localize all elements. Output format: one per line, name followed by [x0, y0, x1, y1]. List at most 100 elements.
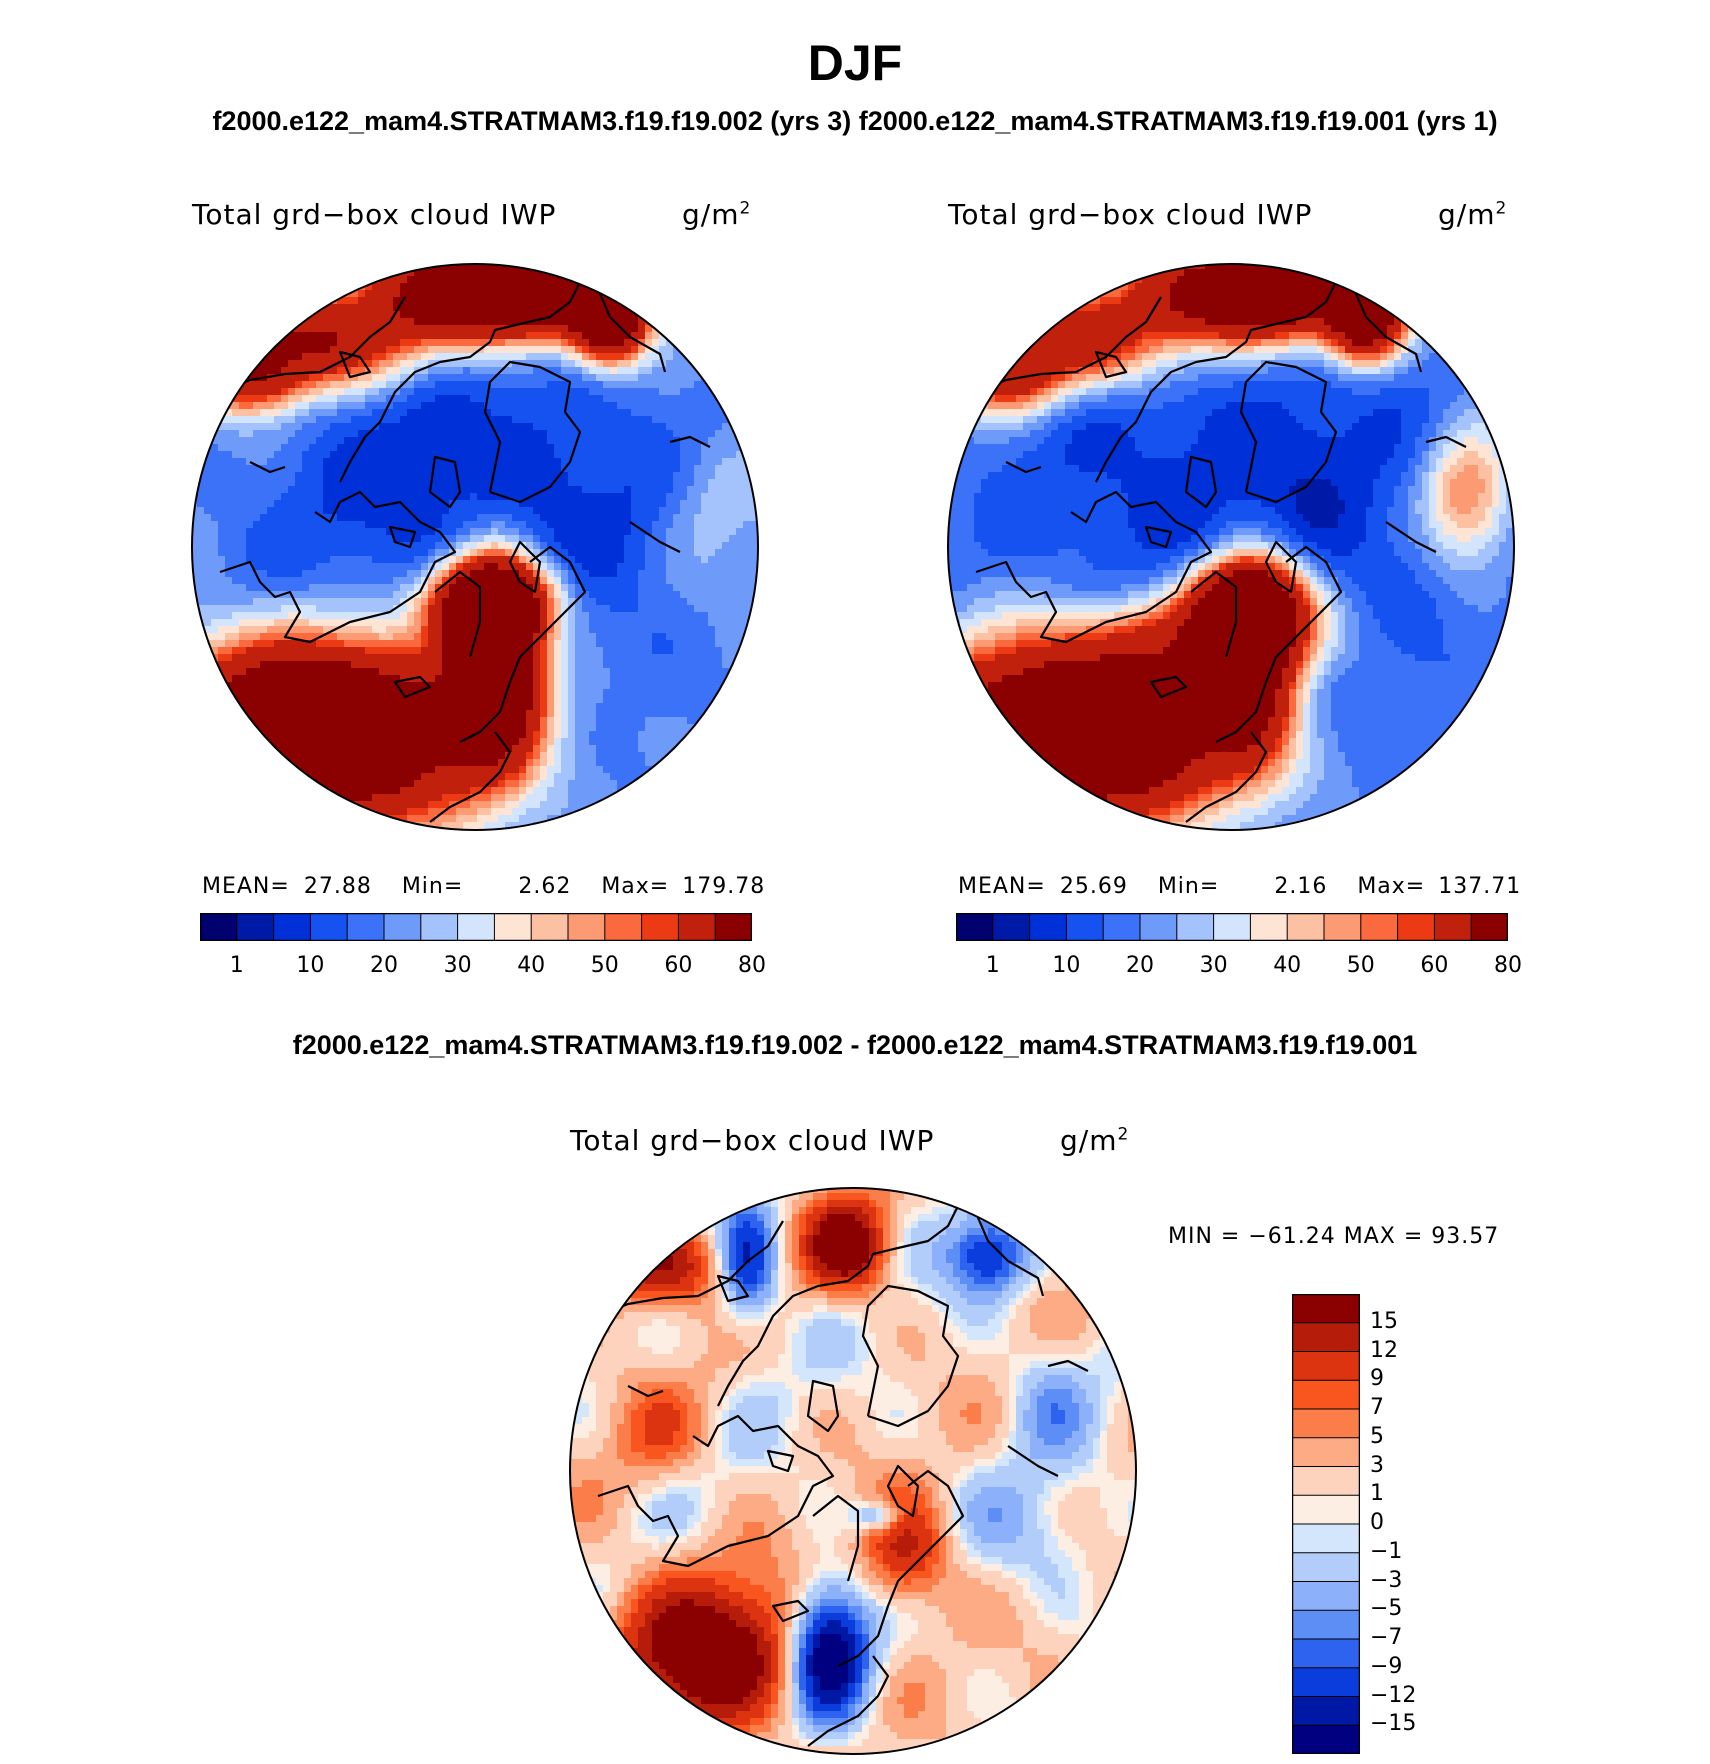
colorbar-tick-label: 3: [1370, 1452, 1384, 1478]
coastline: [597, 1414, 835, 1568]
colorbar-tick-label: 1: [229, 953, 244, 978]
panel2-map: [947, 263, 1515, 831]
colorbar-tick-label: 9: [1370, 1366, 1384, 1392]
colorbar-swatch: [1292, 1638, 1360, 1669]
colorbar-tick-label: 80: [738, 953, 766, 978]
colorbar-tick-label: 0: [1370, 1510, 1384, 1535]
colorbar-swatch: [1292, 1379, 1360, 1410]
panel1-units: g/m2: [682, 198, 751, 231]
figure-title: DJF: [807, 35, 903, 91]
colorbar-tick-label: −12: [1370, 1682, 1417, 1708]
panel3-units-base: g/m: [1060, 1124, 1118, 1157]
coastline: [1094, 350, 1128, 379]
colorbar-tick-label: 60: [1420, 953, 1449, 978]
colorbar-tick-label: 1: [985, 953, 1000, 978]
colorbar-swatch: [1292, 1351, 1360, 1382]
panel3-units-exp: 2: [1117, 1124, 1130, 1145]
map-boundary: [569, 1187, 1137, 1755]
colorbar-tick-label: −3: [1370, 1567, 1403, 1593]
colorbar-swatch: [1433, 913, 1473, 941]
coastline: [339, 271, 586, 483]
colorbar-tick-label: −7: [1370, 1625, 1403, 1650]
colorbar-swatch: [493, 913, 533, 941]
panel2-max-label: Max=: [1357, 874, 1426, 899]
panel2-mean: 25.69: [1059, 874, 1128, 899]
colorbar-swatch: [420, 913, 459, 941]
panel1-title: Total grd−box cloud IWP: [192, 198, 557, 231]
panel2-max: 137.71: [1438, 874, 1522, 899]
coastline: [766, 1449, 795, 1473]
panel2-title: Total grd−box cloud IWP: [948, 198, 1313, 231]
coastline: [975, 490, 1213, 644]
panel1-mean: 27.88: [303, 874, 372, 899]
colorbar-swatch: [309, 913, 349, 941]
colorbar-tick-label: 30: [1199, 953, 1228, 978]
coastline: [338, 350, 372, 379]
coastline: [716, 1274, 750, 1303]
panel2-min: 2.16: [1274, 874, 1328, 899]
panel1-colorbar: [200, 913, 752, 941]
colorbar-swatch: [1102, 913, 1141, 941]
coastline: [980, 296, 1162, 392]
coastline: [807, 1655, 890, 1747]
colorbar-tick-label: 40: [517, 953, 546, 978]
colorbar-swatch: [956, 913, 994, 941]
coastline: [971, 1205, 1045, 1297]
colorbar-swatch: [383, 913, 422, 941]
coastline: [1425, 435, 1467, 448]
panel2-colorbar: [956, 913, 1508, 941]
colorbar-swatch: [1470, 913, 1508, 941]
coastline: [429, 731, 512, 823]
coastline: [483, 360, 582, 504]
panel3-map: [569, 1187, 1137, 1755]
panel1-units-base: g/m: [682, 198, 740, 231]
panel3-minmax: MIN = −61.24 MAX = 93.57: [1168, 1224, 1500, 1249]
colorbar-tick-label: 80: [1494, 953, 1522, 978]
coastline: [602, 1220, 784, 1316]
panel1-max-label: Max=: [601, 874, 670, 899]
panel1-units-exp: 2: [739, 198, 752, 219]
colorbar-swatch: [1323, 913, 1362, 941]
difference-header: f2000.e122_mam4.STRATMAM3.f19.f19.002 - …: [292, 1030, 1418, 1060]
colorbar-swatch: [1249, 913, 1289, 941]
colorbar-swatch: [1292, 1581, 1360, 1612]
coastline: [717, 1195, 964, 1407]
coastline: [219, 490, 457, 644]
colorbar-swatch: [236, 913, 275, 941]
colorbar-tick-label: −9: [1370, 1653, 1403, 1679]
coastline: [1349, 281, 1423, 373]
colorbar-swatch: [530, 913, 570, 941]
coastline: [1149, 675, 1188, 699]
colorbar-swatch: [567, 913, 606, 941]
panel3-colorbar: [1292, 1294, 1360, 1754]
colorbar-swatch: [457, 913, 496, 941]
colorbar-tick-label: 12: [1370, 1337, 1398, 1363]
coastline: [1005, 461, 1042, 474]
coastline: [593, 281, 667, 373]
colorbar-swatch: [1065, 913, 1105, 941]
coastline: [434, 570, 482, 658]
colorbar-swatch: [1176, 913, 1215, 941]
colorbar-tick-label: 60: [664, 953, 693, 978]
colorbar-swatch: [604, 913, 643, 941]
panel1-mean-label: MEAN=: [202, 874, 290, 899]
coastline: [249, 461, 286, 474]
coastline: [629, 521, 681, 553]
colorbar-swatch: [1292, 1523, 1360, 1554]
colorbar-swatch: [1213, 913, 1252, 941]
colorbar-swatch: [346, 913, 385, 941]
case-header: f2000.e122_mam4.STRATMAM3.f19.f19.002 (y…: [212, 106, 1498, 136]
colorbar-swatch: [1292, 1466, 1360, 1497]
colorbar-tick-label: 20: [370, 953, 398, 978]
colorbar-tick-label: 1: [1370, 1481, 1384, 1507]
colorbar-swatch: [1292, 1322, 1360, 1353]
coastline: [1385, 521, 1437, 553]
coastline: [812, 1494, 860, 1582]
panel2-stats: MEAN= 25.69 Min= 2.16 Max= 137.71: [958, 874, 1521, 899]
colorbar-swatch: [714, 913, 752, 941]
coastline: [1095, 271, 1342, 483]
panel2-min-label: Min=: [1157, 874, 1220, 899]
colorbar-tick-label: 7: [1370, 1395, 1384, 1420]
panel1-max: 179.78: [682, 874, 766, 899]
colorbar-tick-label: 50: [1346, 953, 1375, 978]
